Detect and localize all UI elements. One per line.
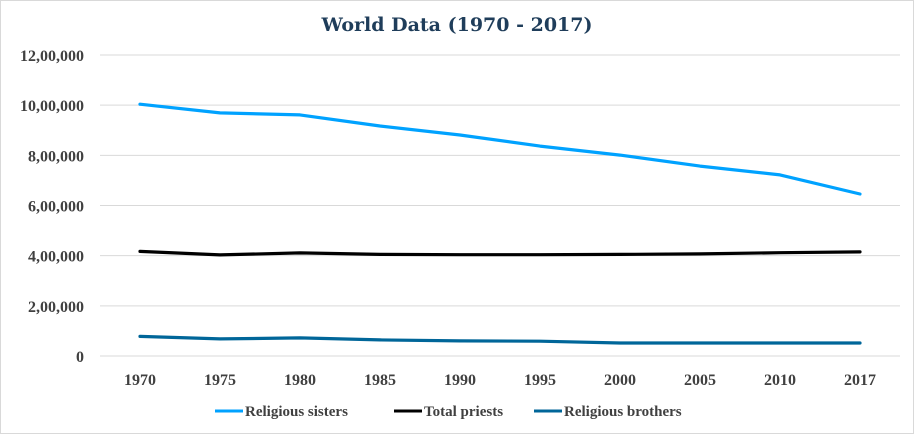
series-lines: [138, 102, 862, 345]
x-tick-label: 1975: [204, 372, 236, 389]
x-tick-label: 1970: [124, 372, 156, 389]
legend-item: Total priests: [394, 404, 503, 420]
y-tick-label: 4,00,000: [28, 249, 84, 266]
x-tick-label: 1980: [284, 372, 316, 389]
legend-label: Total priests: [424, 404, 503, 420]
chart-title: World Data (1970 - 2017): [321, 14, 593, 36]
x-tick-label: 2017: [844, 372, 876, 389]
legend-item: Religious sisters: [215, 404, 348, 420]
x-tick-label: 1995: [524, 372, 556, 389]
series-line-religious-brothers: [138, 334, 862, 345]
x-tick-label: 1990: [444, 372, 476, 389]
y-tick-label: 6,00,000: [28, 199, 84, 216]
x-tick-label: 2010: [764, 372, 796, 389]
y-tick-label: 10,00,000: [20, 98, 84, 115]
y-tick-label: 0: [76, 349, 84, 366]
x-tick-label: 1985: [364, 372, 396, 389]
x-tick-label: 2005: [684, 372, 716, 389]
series-line-total-priests: [138, 249, 862, 257]
legend-label: Religious brothers: [564, 404, 682, 420]
legend: Religious sisters Total priests Religious …: [215, 404, 682, 420]
x-axis-ticks: 1970 1975 1980 1985 1990 1995 2000 2005 2010 2017: [124, 372, 876, 389]
series-line-religious-sisters: [138, 102, 862, 196]
gridlines: [100, 54, 900, 357]
x-tick-label: 2000: [604, 372, 636, 389]
y-tick-label: 12,00,000: [20, 48, 84, 65]
y-tick-label: 8,00,000: [28, 148, 84, 165]
y-axis-ticks: 0 2,00,000 4,00,000 6,00,000 8,00,000 10,00,0…: [20, 48, 84, 366]
legend-item: Religious brothers: [534, 404, 682, 420]
legend-label: Religious sisters: [245, 404, 348, 420]
y-tick-label: 2,00,000: [28, 299, 84, 316]
